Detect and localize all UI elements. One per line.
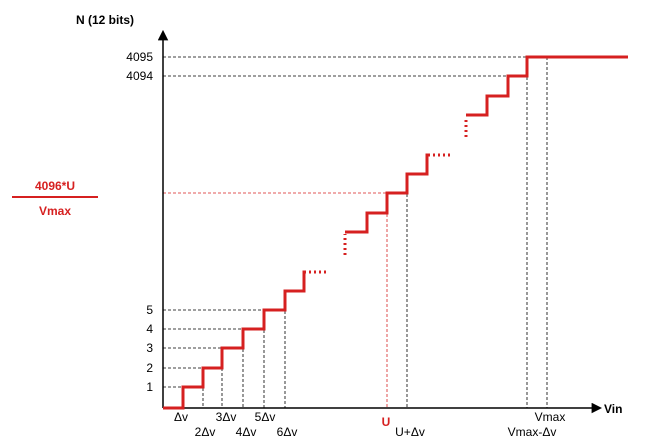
- y-tick-label: 4095: [126, 50, 153, 64]
- annotation-denominator: Vmax: [39, 204, 71, 218]
- x-tick-label: 4Δv: [236, 425, 257, 439]
- x-tick-label: 2Δv: [195, 425, 216, 439]
- x-tick-label: 5Δv: [255, 410, 276, 424]
- y-tick-label: 3: [146, 341, 153, 355]
- u-label: U: [382, 415, 391, 429]
- annotation-numerator: 4096*U: [35, 179, 75, 193]
- y-tick-label: 2: [146, 361, 153, 375]
- x-tick-label: Δv: [174, 410, 188, 424]
- x-axis-label: Vin: [604, 402, 622, 416]
- x-tick-label: Vmax-Δv: [508, 425, 557, 439]
- y-tick-label: 4094: [126, 69, 153, 83]
- x-tick-label: 6Δv: [277, 425, 298, 439]
- x-tick-label: Vmax: [535, 410, 566, 424]
- y-tick-label: 5: [146, 303, 153, 317]
- y-axis-label: N (12 bits): [76, 13, 134, 27]
- staircase: [163, 55, 628, 410]
- y-tick-label: 4: [146, 322, 153, 336]
- y-tick-label: 1: [146, 380, 153, 394]
- x-tick-label: U+Δv: [395, 425, 425, 439]
- x-tick-label: 3Δv: [216, 410, 237, 424]
